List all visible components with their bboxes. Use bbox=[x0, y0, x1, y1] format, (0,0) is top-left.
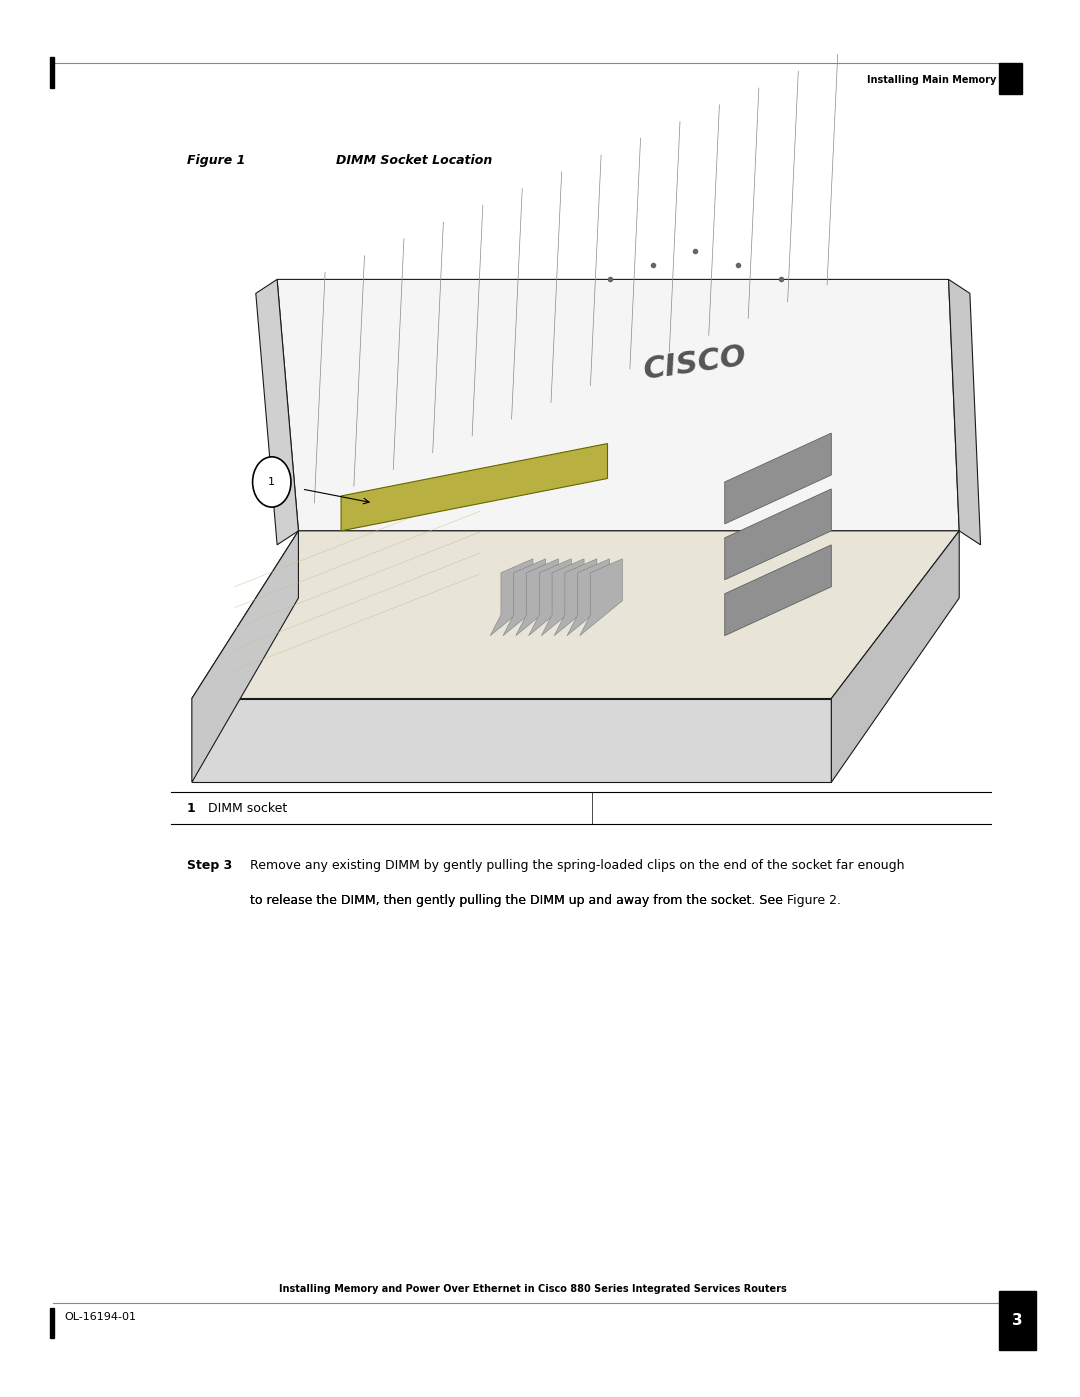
Circle shape bbox=[253, 457, 291, 507]
Text: OL-16194-01: OL-16194-01 bbox=[64, 1312, 136, 1323]
Text: Step 3: Step 3 bbox=[187, 859, 232, 872]
Text: to release the DIMM, then gently pulling the DIMM up and away from the socket. S: to release the DIMM, then gently pulling… bbox=[251, 894, 841, 907]
PathPatch shape bbox=[256, 279, 298, 545]
Text: DIMM Socket Location: DIMM Socket Location bbox=[336, 154, 492, 168]
Text: Remove any existing DIMM by gently pulling the spring-loaded clips on the end of: Remove any existing DIMM by gently pulli… bbox=[251, 859, 905, 872]
Bar bbox=[999, 63, 1022, 94]
PathPatch shape bbox=[725, 489, 832, 580]
PathPatch shape bbox=[528, 559, 571, 636]
Bar bbox=[50, 1308, 54, 1338]
PathPatch shape bbox=[567, 559, 609, 636]
Text: 1: 1 bbox=[187, 802, 195, 814]
Text: DIMM socket: DIMM socket bbox=[207, 802, 287, 814]
Text: Installing Memory and Power Over Ethernet in Cisco 880 Series Integrated Service: Installing Memory and Power Over Etherne… bbox=[279, 1284, 786, 1294]
Text: Figure 1: Figure 1 bbox=[187, 154, 245, 168]
Text: to release the DIMM, then gently pulling the DIMM up and away from the socket. S: to release the DIMM, then gently pulling… bbox=[251, 894, 837, 907]
Bar bbox=[50, 57, 54, 88]
PathPatch shape bbox=[948, 279, 981, 545]
PathPatch shape bbox=[725, 545, 832, 636]
Text: Installing Main Memory: Installing Main Memory bbox=[867, 74, 997, 85]
PathPatch shape bbox=[192, 531, 959, 698]
PathPatch shape bbox=[490, 559, 532, 636]
Text: 1: 1 bbox=[268, 476, 275, 488]
PathPatch shape bbox=[554, 559, 597, 636]
PathPatch shape bbox=[541, 559, 584, 636]
Text: CISCO: CISCO bbox=[642, 342, 748, 384]
PathPatch shape bbox=[192, 698, 832, 782]
PathPatch shape bbox=[832, 531, 959, 782]
PathPatch shape bbox=[278, 279, 959, 531]
PathPatch shape bbox=[341, 444, 608, 531]
Text: to release the DIMM, then gently pulling the DIMM up and away from the socket. S: to release the DIMM, then gently pulling… bbox=[251, 894, 787, 907]
Bar bbox=[999, 1291, 1036, 1350]
PathPatch shape bbox=[192, 531, 298, 782]
PathPatch shape bbox=[503, 559, 545, 636]
Text: 3: 3 bbox=[1012, 1313, 1023, 1327]
PathPatch shape bbox=[516, 559, 558, 636]
PathPatch shape bbox=[580, 559, 622, 636]
PathPatch shape bbox=[725, 433, 832, 524]
